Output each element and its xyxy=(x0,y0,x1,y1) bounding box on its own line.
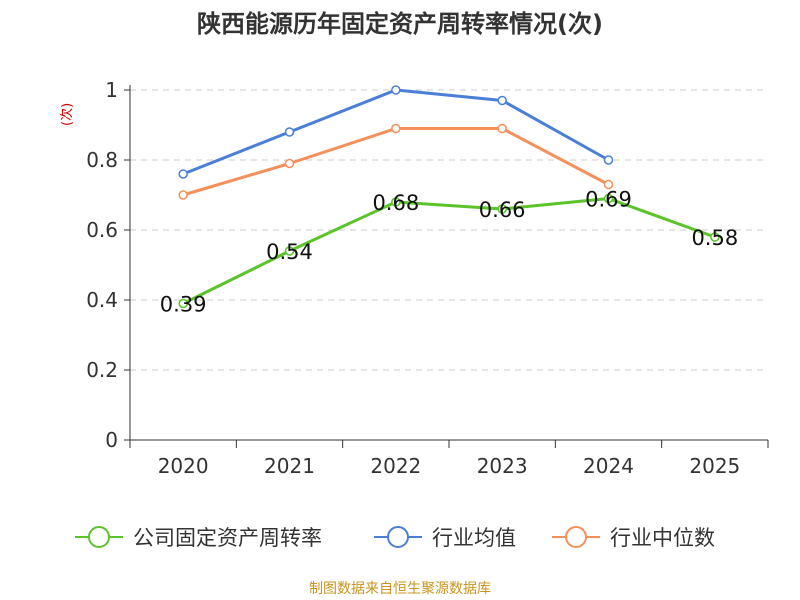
data-point xyxy=(284,127,295,137)
data-point xyxy=(178,190,188,200)
y-tick-label: 1 xyxy=(105,78,118,102)
data-point xyxy=(603,155,614,165)
legend-item: 行业中位数 xyxy=(552,526,715,550)
y-tick-label: 0.6 xyxy=(86,218,118,242)
x-tick-label: 2021 xyxy=(264,454,315,478)
legend-marker xyxy=(88,526,110,548)
data-point xyxy=(178,169,188,179)
x-tick-label: 2024 xyxy=(583,454,634,478)
data-label: 0.66 xyxy=(479,198,526,222)
series-0: 0.39 0.54 0.68 0.66 0.69 0.58 xyxy=(160,188,738,317)
series-line xyxy=(182,127,610,197)
legend-item: 行业均值 xyxy=(374,526,516,550)
data-label: 0.54 xyxy=(266,240,313,264)
legend-label: 行业中位数 xyxy=(610,526,715,550)
y-tick-label: 0 xyxy=(105,428,118,452)
data-point xyxy=(603,193,614,204)
legend-marker xyxy=(565,526,587,548)
data-point xyxy=(178,298,188,309)
x-tick-label: 2025 xyxy=(689,454,740,478)
series-line xyxy=(182,197,716,305)
data-label: 0.39 xyxy=(160,293,207,317)
y-tick-label: 0.4 xyxy=(86,288,118,312)
chart-title: 陕西能源历年固定资产周转率情况(次) xyxy=(197,10,603,38)
legend-marker xyxy=(387,526,409,548)
series-1 xyxy=(178,85,614,179)
legend-item: 公司固定资产周转率 xyxy=(75,526,322,550)
data-point xyxy=(603,179,614,190)
data-point xyxy=(497,204,507,214)
x-tick-label: 2023 xyxy=(477,454,528,478)
data-label: 0.69 xyxy=(585,188,632,212)
data-point xyxy=(497,95,507,106)
y-tick-label: 0.2 xyxy=(86,358,118,382)
x-tick-label: 2020 xyxy=(158,454,209,478)
data-point xyxy=(284,158,295,169)
data-point xyxy=(284,246,295,256)
data-label: 0.58 xyxy=(691,226,738,250)
legend-label: 公司固定资产周转率 xyxy=(133,526,322,550)
data-point xyxy=(497,123,507,134)
data-point xyxy=(710,232,720,242)
data-label: 0.68 xyxy=(372,191,419,215)
data-source-note: 制图数据来自恒生聚源数据库 xyxy=(309,581,491,597)
data-point xyxy=(391,197,401,207)
y-tick-label: 0.8 xyxy=(86,148,118,172)
series-2 xyxy=(178,123,614,200)
data-point xyxy=(391,85,401,95)
legend-label: 行业均值 xyxy=(432,526,516,550)
x-tick-label: 2022 xyxy=(370,454,421,478)
data-point xyxy=(391,123,401,134)
